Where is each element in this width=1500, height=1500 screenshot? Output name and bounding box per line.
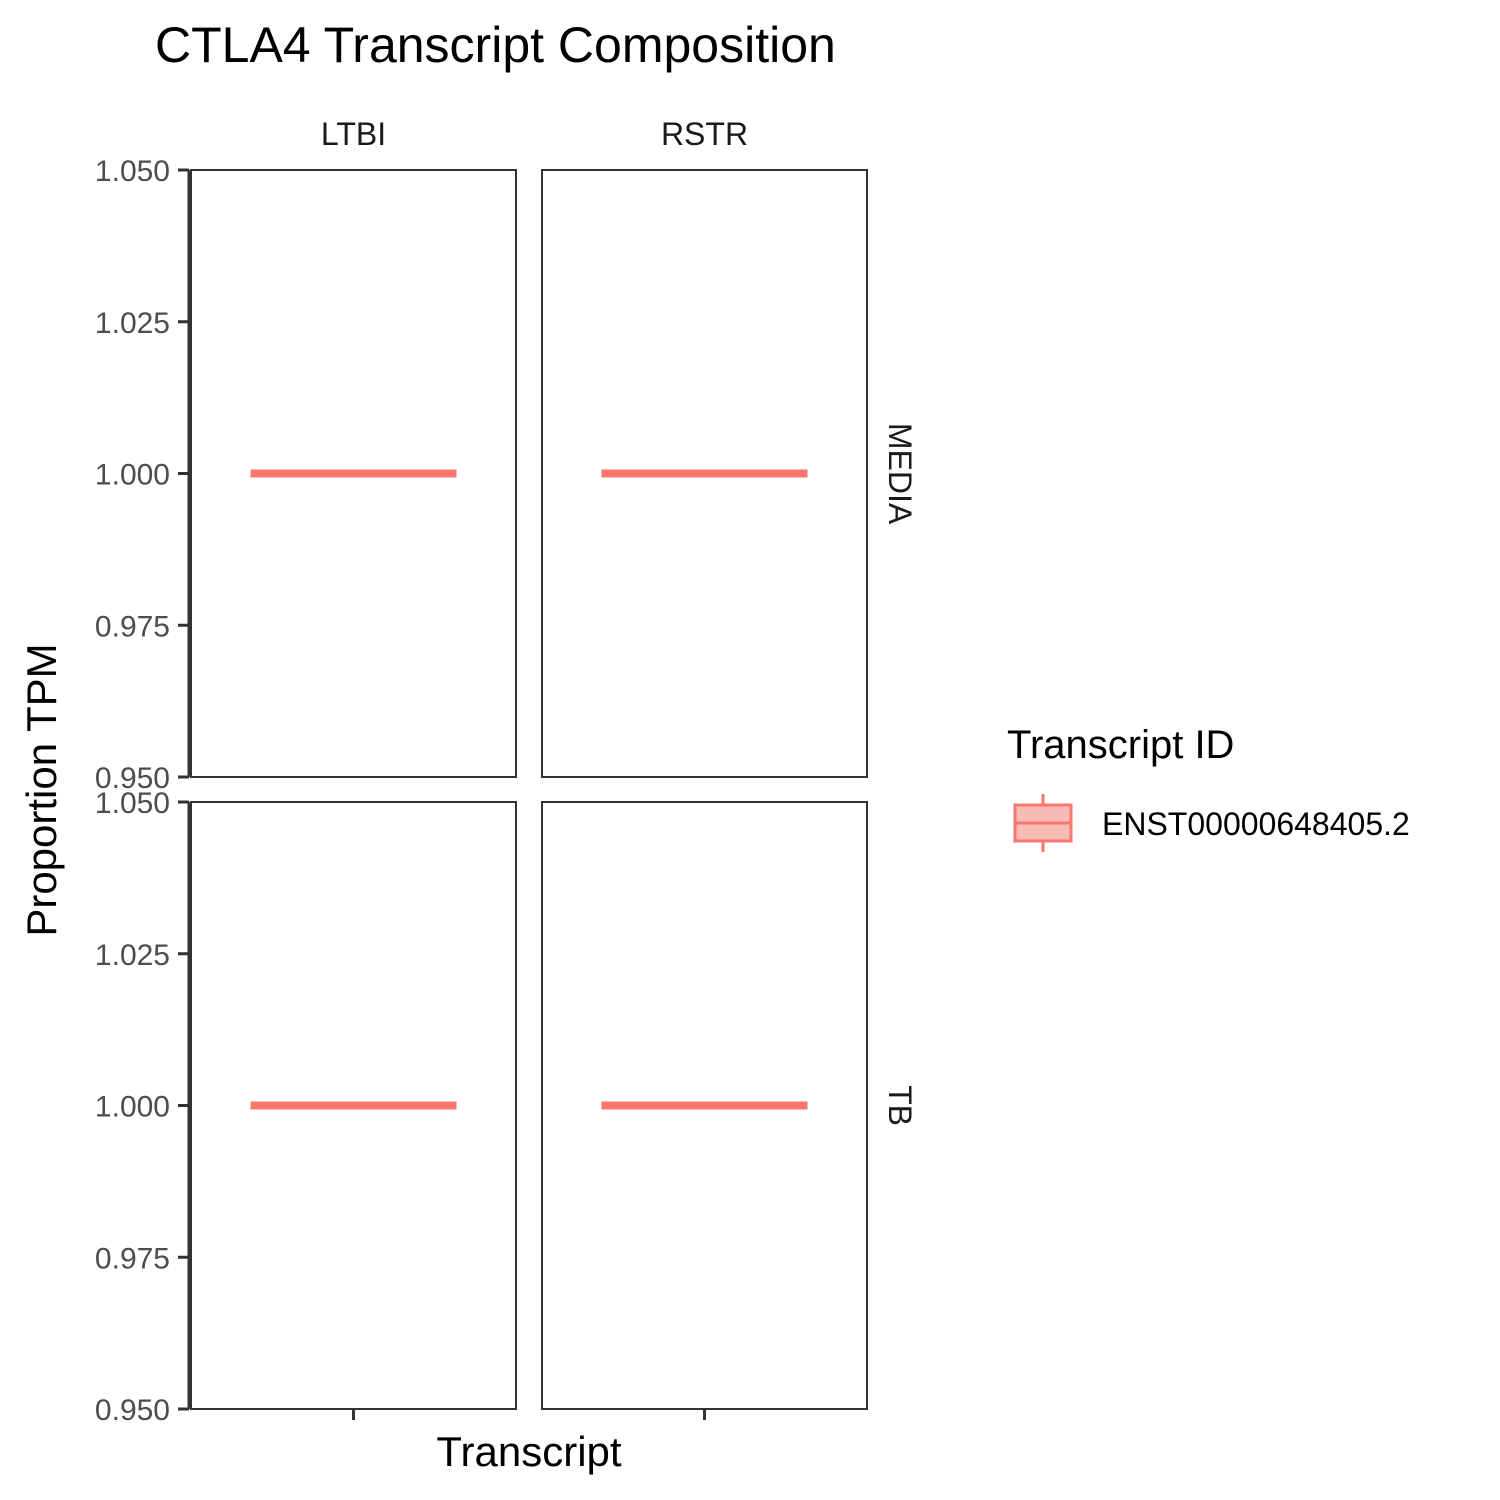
y-tick-label: 1.025 [95, 307, 170, 340]
strip-label-ltbi: LTBI [321, 116, 386, 152]
y-tick-label: 0.975 [95, 610, 170, 643]
y-tick-label: 0.950 [95, 1394, 170, 1427]
y-tick-label: 1.050 [95, 787, 170, 820]
y-tick-label: 1.025 [95, 939, 170, 972]
legend-title: Transcript ID [1007, 723, 1234, 767]
chart-title: CTLA4 Transcript Composition [155, 17, 836, 73]
strip-label-rstr: RSTR [661, 116, 748, 152]
legend: Transcript ID ENST00000648405.2 [1007, 723, 1410, 852]
y-tick-label: 1.000 [95, 1091, 170, 1124]
y-tick-label: 0.975 [95, 1242, 170, 1275]
y-tick-label: 1.050 [95, 155, 170, 188]
y-tick-label: 0.950 [95, 762, 170, 795]
strip-label-media: MEDIA [882, 423, 918, 525]
y-tick-label: 1.000 [95, 459, 170, 492]
strip-label-tb: TB [882, 1085, 918, 1126]
legend-label: ENST00000648405.2 [1102, 806, 1410, 842]
y-axis-title: Proportion TPM [18, 643, 65, 936]
x-axis-title: Transcript [436, 1428, 621, 1475]
